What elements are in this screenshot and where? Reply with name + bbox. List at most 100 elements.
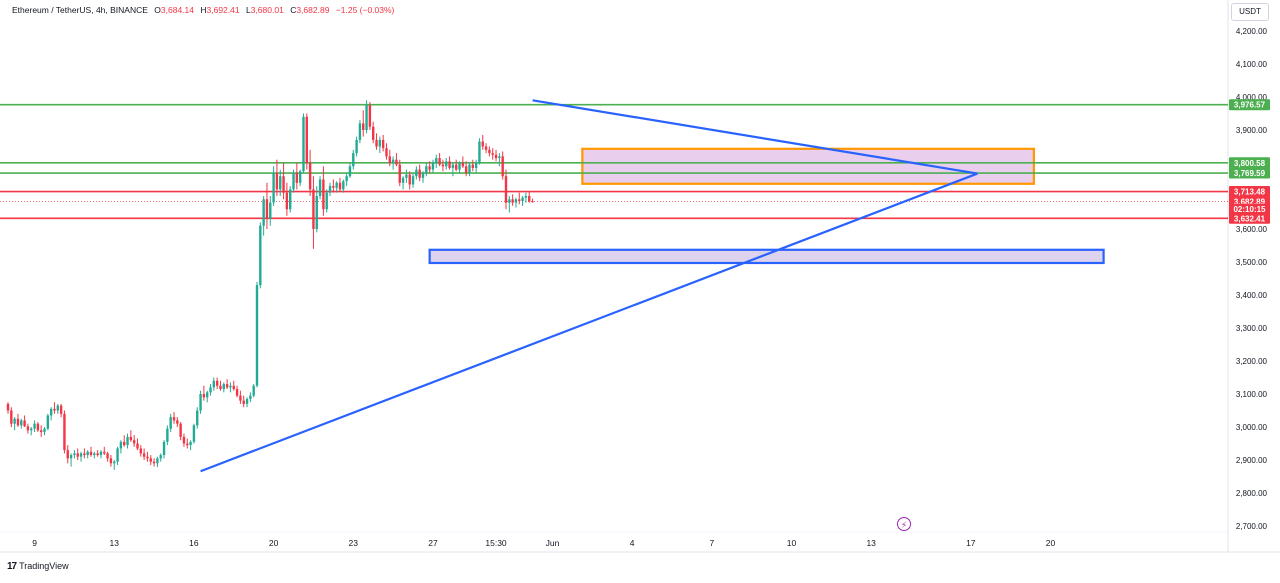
candle-body: [501, 156, 504, 177]
y-tick-label: 4,100.00: [1236, 60, 1268, 69]
candle-body: [136, 443, 139, 449]
x-tick-label: 20: [1046, 538, 1056, 548]
candle-body: [16, 418, 20, 426]
range-box: [581, 147, 1035, 185]
currency-button[interactable]: USDT: [1231, 3, 1269, 21]
candle-body: [63, 413, 66, 451]
lightning-icon[interactable]: ⚡: [897, 517, 911, 531]
x-tick-label: 9: [32, 538, 37, 548]
y-tick-label: 3,200.00: [1236, 357, 1268, 366]
candle-body: [222, 384, 225, 390]
candle-body: [468, 164, 471, 173]
candle-body: [345, 176, 348, 182]
price-label: 3,769.59: [1234, 169, 1266, 178]
candle-body: [282, 176, 285, 193]
candle-body: [504, 176, 508, 203]
candle-body: [116, 448, 119, 462]
y-tick-label: 3,000.00: [1236, 423, 1268, 432]
candle-body: [362, 123, 365, 130]
candle-body: [315, 196, 318, 229]
candle-body: [431, 163, 435, 170]
candle-body: [418, 169, 421, 178]
close-value: 3,682.89: [296, 5, 330, 15]
x-tick-label: 7: [709, 538, 714, 548]
candle-body: [146, 456, 149, 459]
candle-body: [159, 455, 162, 459]
candle-body: [23, 420, 26, 427]
candle-body: [209, 387, 212, 393]
candle-body: [494, 154, 498, 159]
candle-body: [182, 436, 186, 444]
candle-body: [132, 440, 136, 444]
candle-body: [166, 428, 169, 442]
candle-body: [26, 426, 30, 431]
candle-body: [56, 405, 59, 411]
candle-body: [142, 453, 146, 457]
candle-body: [156, 458, 159, 464]
candle-body: [149, 458, 152, 462]
candle-body: [484, 146, 488, 150]
candle-body: [249, 395, 252, 399]
candle-body: [488, 149, 491, 154]
y-tick-label: 3,400.00: [1236, 291, 1268, 300]
ascending-trendline: [200, 172, 978, 473]
candle-body: [478, 141, 481, 163]
high-value: 3,692.41: [206, 5, 240, 15]
price-label: 3,682.89: [1234, 198, 1266, 207]
y-tick-label: 2,800.00: [1236, 489, 1268, 498]
candle-body: [83, 453, 86, 456]
candle-body: [378, 139, 382, 147]
candle-body: [215, 380, 219, 386]
tradingview-logo[interactable]: 17 TradingView: [7, 560, 69, 572]
candle-body: [435, 158, 438, 163]
candle-body: [109, 458, 113, 464]
price-label-bg: [1229, 99, 1270, 111]
candle-body: [428, 166, 431, 170]
candle-body: [322, 179, 325, 210]
candle-body: [342, 181, 345, 190]
candle-body: [385, 148, 388, 157]
candle-body: [448, 161, 451, 168]
candle-body: [202, 394, 206, 398]
candle-body: [524, 196, 528, 198]
candle-body: [421, 172, 425, 178]
candle-body: [225, 384, 229, 388]
candle-body: [232, 385, 235, 390]
candle-body: [511, 199, 514, 203]
tv-logo-icon: 17: [7, 560, 17, 572]
x-tick-label: 27: [428, 538, 438, 548]
candle-body: [86, 451, 89, 456]
candle-body: [196, 410, 199, 426]
price-label: 3,713.48: [1234, 188, 1266, 197]
candle-body: [76, 453, 79, 457]
open-label: O: [154, 5, 161, 15]
candle-body: [318, 179, 322, 196]
candle-body: [411, 176, 415, 185]
candle-body: [106, 453, 109, 459]
candle-body: [46, 415, 50, 429]
candle-body: [508, 199, 511, 203]
symbol-title[interactable]: Ethereum / TetherUS, 4h, BINANCE: [12, 5, 148, 15]
y-tick-label: 3,100.00: [1236, 390, 1268, 399]
x-tick-label: 4: [630, 538, 635, 548]
candle-body: [445, 161, 448, 167]
candle-body: [99, 451, 103, 456]
candle-body: [186, 443, 189, 446]
candle-body: [415, 169, 418, 177]
x-tick-label: 13: [866, 538, 876, 548]
candle-body: [464, 166, 468, 173]
y-tick-label: 2,700.00: [1236, 522, 1268, 531]
price-label-bg: [1229, 157, 1270, 169]
brand-label: TradingView: [19, 561, 69, 571]
candle-body: [179, 423, 182, 437]
demand-zone-box: [428, 248, 1105, 265]
y-tick-label: 4,200.00: [1236, 27, 1268, 36]
candle-body: [358, 123, 362, 140]
candle-body: [6, 403, 10, 411]
candle-body: [292, 172, 295, 190]
candle-body: [69, 455, 73, 459]
candle-body: [229, 385, 232, 388]
candle-body: [481, 141, 484, 147]
